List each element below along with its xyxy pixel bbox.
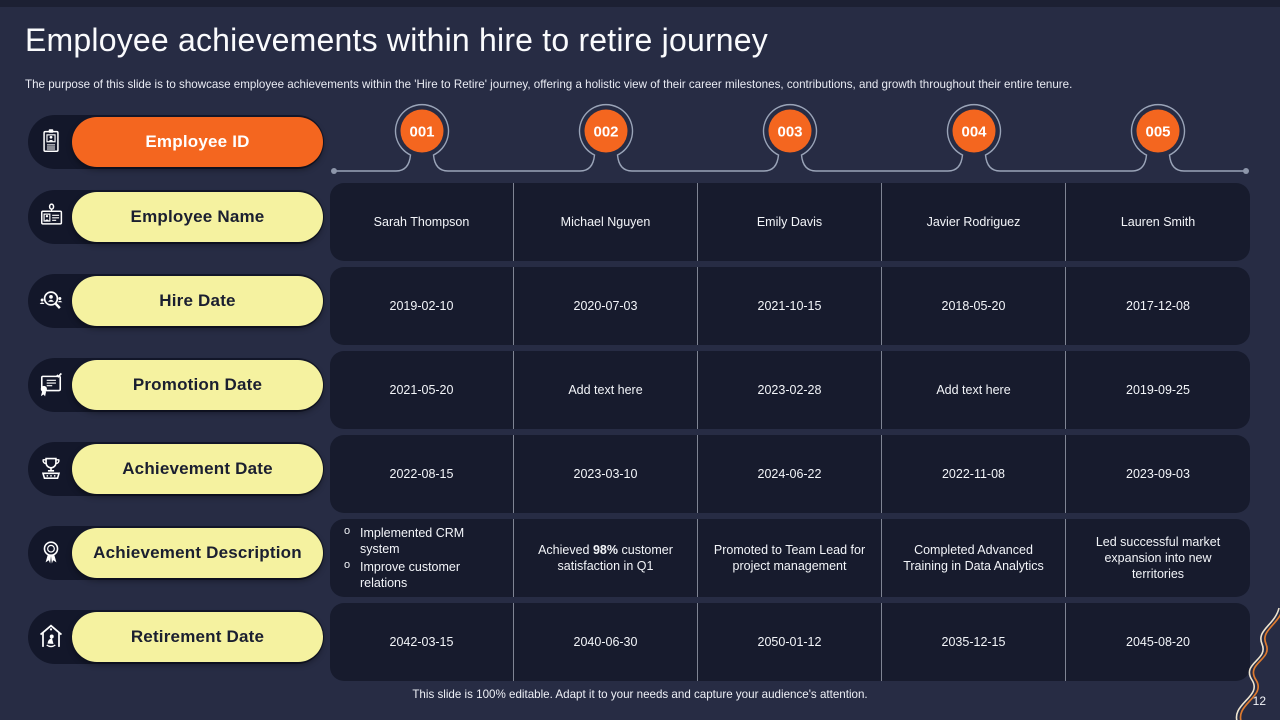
cell-promotion-date: 2023-02-28 <box>698 351 882 429</box>
id-badge-icon <box>28 115 74 169</box>
description-bullet: Implemented CRM system <box>343 524 500 558</box>
sidebar-label-pill: Achievement Date <box>72 444 323 494</box>
table-row-achievement-description: Implemented CRM systemImprove customer r… <box>330 519 1250 597</box>
row-labels-sidebar: Employee ID Employee Name Hire Date Prom… <box>28 115 324 667</box>
cell-retirement-date: 2050-01-12 <box>698 603 882 681</box>
page-title: Employee achievements within hire to ret… <box>25 22 768 58</box>
editable-note: This slide is 100% editable. Adapt it to… <box>412 688 868 701</box>
cell-hire-date: 2019-02-10 <box>330 267 514 345</box>
cell-retirement-date: 2045-08-20 <box>1126 634 1190 649</box>
timeline-node <box>768 109 812 153</box>
sidebar-label-pill: Achievement Description <box>72 528 323 578</box>
cell-achievement-date: 2022-08-15 <box>330 435 514 513</box>
sidebar-label-pill: Retirement Date <box>72 612 323 662</box>
cell-hire-date: 2017-12-08 <box>1126 298 1190 313</box>
cell-achievement-description: Promoted to Team Lead for project manage… <box>698 519 882 597</box>
employee-id-value: 005 <box>1145 124 1170 141</box>
search-people-icon <box>28 274 74 328</box>
cell-promotion-date: Add text here <box>514 351 698 429</box>
sidebar-item-employee-id: Employee ID <box>28 115 324 169</box>
table-row-achievement-date: 2022-08-15 2023-03-10 2024-06-22 2022-11-08… <box>330 435 1250 513</box>
sidebar-item-retirement-date: Retirement Date <box>28 610 324 664</box>
cell-promotion-date: 2021-05-20 <box>330 351 514 429</box>
trophy-icon <box>28 442 74 496</box>
cell-achievement-description: Completed Advanced Training in Data Anal… <box>882 519 1066 597</box>
cell-achievement-date: 2024-06-22 <box>698 435 882 513</box>
award-ribbon-icon <box>28 526 74 580</box>
employee-id-timeline: 001 002 003 004 005 <box>330 100 1250 180</box>
cell-retirement-date: 2040-06-30 <box>514 603 698 681</box>
employee-id-value: 002 <box>593 124 618 141</box>
id-card-icon <box>28 190 74 244</box>
slide-subtitle: The purpose of this slide is to showcase… <box>25 78 1073 91</box>
cell-retirement-date: 2042-03-15 <box>330 603 514 681</box>
cell-name: Lauren Smith <box>1120 214 1196 229</box>
cell-retirement-date: 2035-12-15 <box>882 603 1066 681</box>
cell-promotion-date: 2019-09-25 <box>1126 382 1190 397</box>
table-row-name: Sarah Thompson Michael Nguyen Emily Davis J… <box>330 183 1250 261</box>
cell-achievement-description: Achieved 98% customer satisfaction in Q1 <box>514 519 698 597</box>
page-number: 12 <box>1252 694 1266 708</box>
sidebar-label-pill: Employee Name <box>72 192 323 242</box>
cell-name: Emily Davis <box>698 183 882 261</box>
sidebar-label-pill: Hire Date <box>72 276 323 326</box>
certificate-icon <box>28 358 74 412</box>
cell-achievement-date: 2023-03-10 <box>514 435 698 513</box>
cell-name: Javier Rodriguez <box>882 183 1066 261</box>
table-row-promotion-date: 2021-05-20 Add text here 2023-02-28 Add tex… <box>330 351 1250 429</box>
cell-achievement-date: 2023-09-03 <box>1126 466 1190 481</box>
sidebar-item-achievement-description: Achievement Description <box>28 526 324 580</box>
cell-hire-date: 2021-10-15 <box>698 267 882 345</box>
table-row-hire-date: 2019-02-10 2020-07-03 2021-10-15 2018-05-20… <box>330 267 1250 345</box>
sidebar-item-hire-date: Hire Date <box>28 274 324 328</box>
cell-name: Sarah Thompson <box>330 183 514 261</box>
cell-achievement-description: Led successful market expansion into new… <box>1095 534 1221 582</box>
sidebar-label-pill: Promotion Date <box>72 360 323 410</box>
sidebar-label-pill: Employee ID <box>72 117 323 167</box>
cell-hire-date: 2020-07-03 <box>514 267 698 345</box>
employee-id-value: 003 <box>777 124 802 141</box>
cell-achievement-date: 2022-11-08 <box>882 435 1066 513</box>
employee-id-value: 004 <box>961 124 987 141</box>
timeline-node <box>584 109 628 153</box>
corner-wave-decoration <box>1235 607 1280 720</box>
table-row-retirement-date: 2042-03-15 2040-06-30 2050-01-12 2035-12-15… <box>330 603 1250 681</box>
timeline-node <box>952 109 996 153</box>
top-edge <box>0 0 1280 7</box>
employee-id-value: 001 <box>409 124 434 141</box>
cell-achievement-description: Implemented CRM systemImprove customer r… <box>330 519 514 597</box>
description-bullet: Improve customer relations <box>343 558 500 592</box>
sidebar-item-employee-name: Employee Name <box>28 190 324 244</box>
cell-name: Michael Nguyen <box>514 183 698 261</box>
retirement-home-icon <box>28 610 74 664</box>
employee-table: Sarah Thompson Michael Nguyen Emily Davis J… <box>330 183 1250 683</box>
cell-hire-date: 2018-05-20 <box>882 267 1066 345</box>
timeline-node <box>1136 109 1180 153</box>
sidebar-item-promotion-date: Promotion Date <box>28 358 324 412</box>
timeline-node <box>400 109 444 153</box>
cell-promotion-date: Add text here <box>882 351 1066 429</box>
sidebar-item-achievement-date: Achievement Date <box>28 442 324 496</box>
